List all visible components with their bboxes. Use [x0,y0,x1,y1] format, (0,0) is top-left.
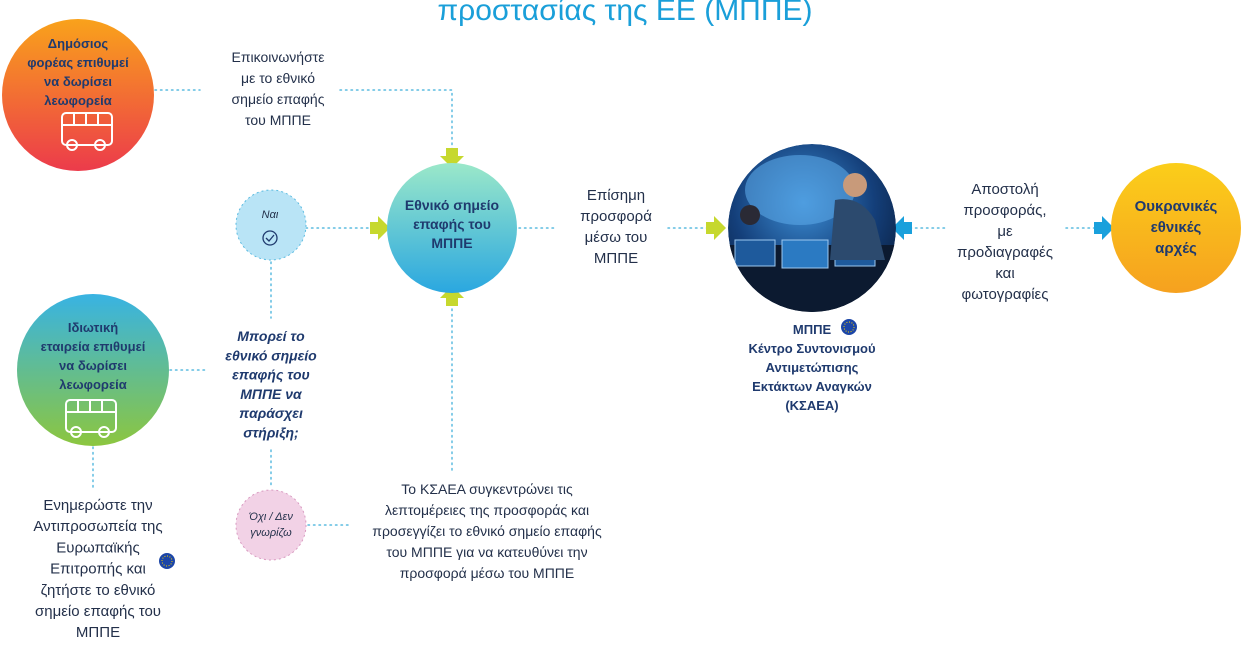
national-contact-label: Εθνικό σημείο [405,197,499,213]
national-contact-label: επαφής του [413,216,491,232]
private-company-label: λεωφορεία [59,377,126,392]
no-label: Όχι / Δεν [248,511,293,523]
yes-node [236,190,306,260]
question: ΜΠΠΕ να [240,386,303,402]
ercc-note: προσεγγίζει το εθνικό σημείο επαφής [372,523,602,539]
question: επαφής του [232,367,310,383]
question: στήριξη; [243,425,298,441]
private-company-label: να δωρίσει [59,358,127,373]
delegation-note: σημείο επαφής του [35,603,161,620]
send-offer: προσφοράς, [963,202,1046,219]
ercc-label: Εκτάκτων Αναγκών [752,379,872,394]
ercc-label: Κέντρο Συντονισμού [748,341,875,356]
ercc-label: ΜΠΠΕ [793,322,832,337]
delegation-note: ΜΠΠΕ [76,624,120,641]
no-label: γνωρίζω [250,527,292,539]
official-offer: προσφορά [580,208,652,225]
diagram: προστασίας της ΕΕ (ΜΠΠΕ) Ναι Δημόσιος φορ… [0,0,1250,646]
no-node [236,490,306,560]
private-company-label: Ιδιωτική [68,320,118,335]
send-offer: προδιαγραφές [957,244,1053,261]
ercc-label: (ΚΣΑΕΑ) [785,398,838,413]
public-body-label: φορέας επιθυμεί [27,55,129,70]
ukraine-label: Ουκρανικές [1135,198,1218,215]
ercc-label: Αντιμετώπισης [766,360,859,375]
public-body-label: λεωφορεία [44,93,111,108]
contact-note: Επικοινωνήστε [232,49,325,65]
official-offer: ΜΠΠΕ [594,250,638,267]
send-offer: και [995,265,1014,282]
question: παράσχει [239,405,303,421]
yes-label: Ναι [262,209,279,221]
ercc-note: του ΜΠΠΕ για να κατευθύνει την [386,544,587,560]
public-body-label: να δωρίσει [44,74,112,89]
send-offer: φωτογραφίες [962,286,1049,303]
delegation-note: ζητήστε το εθνικό [41,582,156,599]
eu-icon [841,319,857,335]
public-body-label: Δημόσιος [48,36,109,51]
delegation-note: Επιτροπής και [50,561,146,578]
contact-note: σημείο επαφής [232,91,325,107]
official-offer: μέσω του [585,229,648,246]
contact-note: του ΜΠΠΕ [245,112,311,128]
eu-icon [159,553,175,569]
question: Μπορεί το [237,328,305,344]
question: εθνικό σημείο [225,347,317,363]
delegation-note: Ευρωπαϊκής [56,539,139,556]
official-offer: Επίσημη [587,187,645,204]
delegation-note: Αντιπροσωπεία της [33,518,162,535]
ukraine-label: εθνικές [1151,219,1202,236]
ercc-note: Το ΚΣΑΕΑ συγκεντρώνει τις [401,481,573,497]
connectors [93,90,1096,525]
delegation-note: Ενημερώστε την [43,497,152,514]
private-company-label: εταιρεία επιθυμεί [41,339,146,354]
ercc-photo [728,144,896,315]
ercc-note: προσφορά μέσω του ΜΠΠΕ [400,565,575,581]
send-offer: με [997,223,1013,240]
ukraine-label: αρχές [1155,240,1197,257]
contact-note: με το εθνικό [241,70,315,86]
title: προστασίας της ΕΕ (ΜΠΠΕ) [437,0,812,27]
national-contact-label: ΜΠΠΕ [431,235,472,251]
text-blocks: Δημόσιος φορέας επιθυμεί να δωρίσει λεωφορε… [27,36,1217,641]
ercc-note: λεπτομέρειες της προσφοράς και [385,502,589,518]
send-offer: Αποστολή [971,181,1038,198]
